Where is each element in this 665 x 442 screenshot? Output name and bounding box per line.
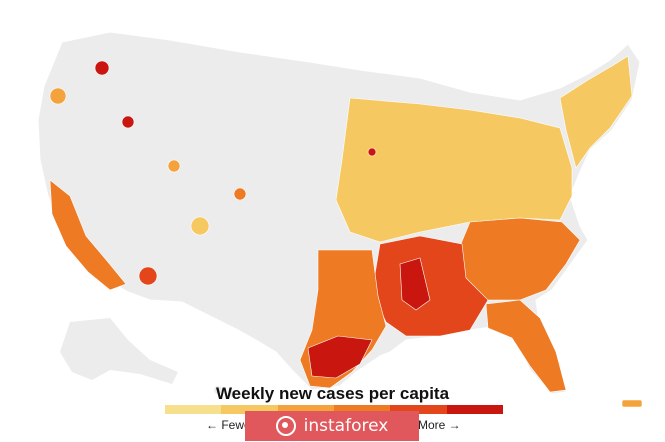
region-california-coast (49, 179, 127, 291)
legend-fewer-label: ← Fewer (206, 418, 255, 432)
alaska-land (60, 318, 178, 384)
puerto-rico (621, 399, 643, 408)
legend-swatch-2 (221, 405, 278, 414)
region-gulf-coast (307, 335, 373, 379)
legend-swatch-1 (165, 405, 222, 414)
legend-more-label: More → (418, 418, 461, 432)
hotspot (190, 216, 210, 236)
hotspot (138, 266, 158, 286)
legend-title: Weekly new cases per capita (215, 384, 450, 403)
region-gulf-coast (399, 257, 431, 311)
instaforex-logo-icon (275, 416, 296, 436)
hawaii-land (229, 391, 235, 397)
legend-swatch-4 (333, 405, 391, 414)
hotspot (49, 87, 67, 105)
legend-swatch-5 (390, 405, 447, 414)
region-northeast (559, 55, 633, 169)
legend-swatch-6 (446, 405, 503, 414)
hotspot (367, 147, 377, 157)
region-southeast-coast (459, 217, 581, 301)
watermark-banner: instaforex (245, 411, 419, 441)
hotspot (94, 60, 110, 76)
hotspot (233, 187, 247, 201)
hotspot (167, 159, 181, 173)
legend-color-scale (165, 405, 503, 414)
region-midwest-east (335, 97, 573, 243)
hawaii-land (214, 386, 222, 394)
region-florida (485, 299, 567, 393)
legend-swatch-3 (277, 405, 334, 414)
hotspot (121, 115, 135, 129)
watermark-text: instaforex (303, 416, 389, 436)
